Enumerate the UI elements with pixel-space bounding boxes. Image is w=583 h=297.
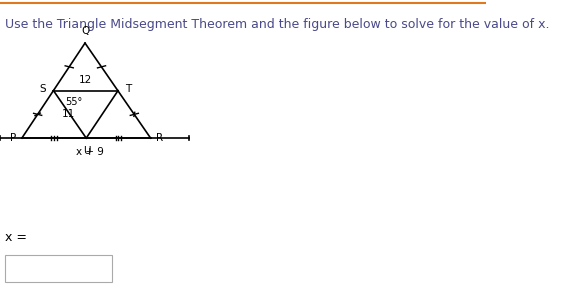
Text: R: R (156, 133, 163, 143)
Text: x + 9: x + 9 (76, 147, 104, 157)
Text: U: U (83, 146, 91, 156)
Text: x =: x = (5, 231, 27, 244)
Text: P: P (10, 133, 16, 143)
Text: 11: 11 (62, 109, 75, 119)
Text: S: S (40, 84, 46, 94)
Text: 55°: 55° (65, 97, 83, 107)
FancyBboxPatch shape (5, 255, 112, 282)
Text: T: T (125, 84, 132, 94)
Text: Use the Triangle Midsegment Theorem and the figure below to solve for the value : Use the Triangle Midsegment Theorem and … (5, 18, 549, 31)
Text: Q: Q (81, 26, 89, 36)
Text: 12: 12 (79, 75, 92, 85)
